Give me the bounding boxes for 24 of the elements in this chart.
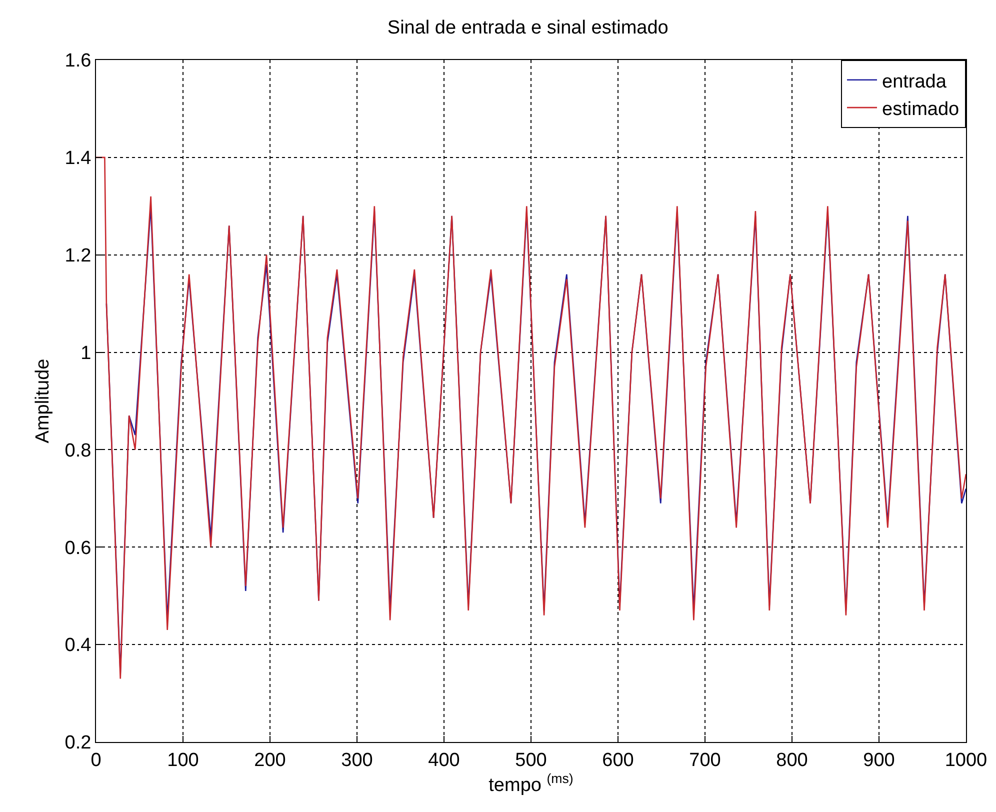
x-tick-label: 1000 — [944, 750, 988, 771]
y-tick-label: 0.8 — [64, 440, 92, 462]
y-axis-title: Amplitude — [32, 358, 54, 444]
y-tick-label: 1 — [80, 342, 92, 364]
x-tick-label: 400 — [428, 750, 460, 771]
x-tick-label: 200 — [254, 750, 286, 771]
y-tick-label: 1.2 — [64, 246, 92, 267]
y-tick-label: 1.4 — [64, 148, 92, 170]
y-tick-label: 0.4 — [64, 635, 92, 656]
legend-label: entrada — [882, 71, 947, 92]
y-tick-label: 0.2 — [64, 732, 92, 754]
x-axis-title: tempo $^{(ms)}$ — [488, 770, 574, 796]
x-tick-label: 100 — [167, 750, 199, 771]
y-tick-label: 0.6 — [64, 538, 92, 559]
x-tick-label: 800 — [776, 750, 808, 771]
chart-title: Sinal de entrada e sinal estimado — [387, 18, 668, 39]
y-tick-label: 1.6 — [64, 50, 92, 72]
x-tick-label: 700 — [689, 750, 721, 771]
x-tick-label: 500 — [515, 750, 547, 771]
legend-label: estimado — [882, 98, 960, 120]
x-tick-label: 900 — [863, 750, 895, 771]
x-tick-label: 600 — [602, 750, 634, 771]
x-tick-label: 300 — [341, 750, 373, 771]
x-tick-label: 0 — [90, 750, 102, 771]
